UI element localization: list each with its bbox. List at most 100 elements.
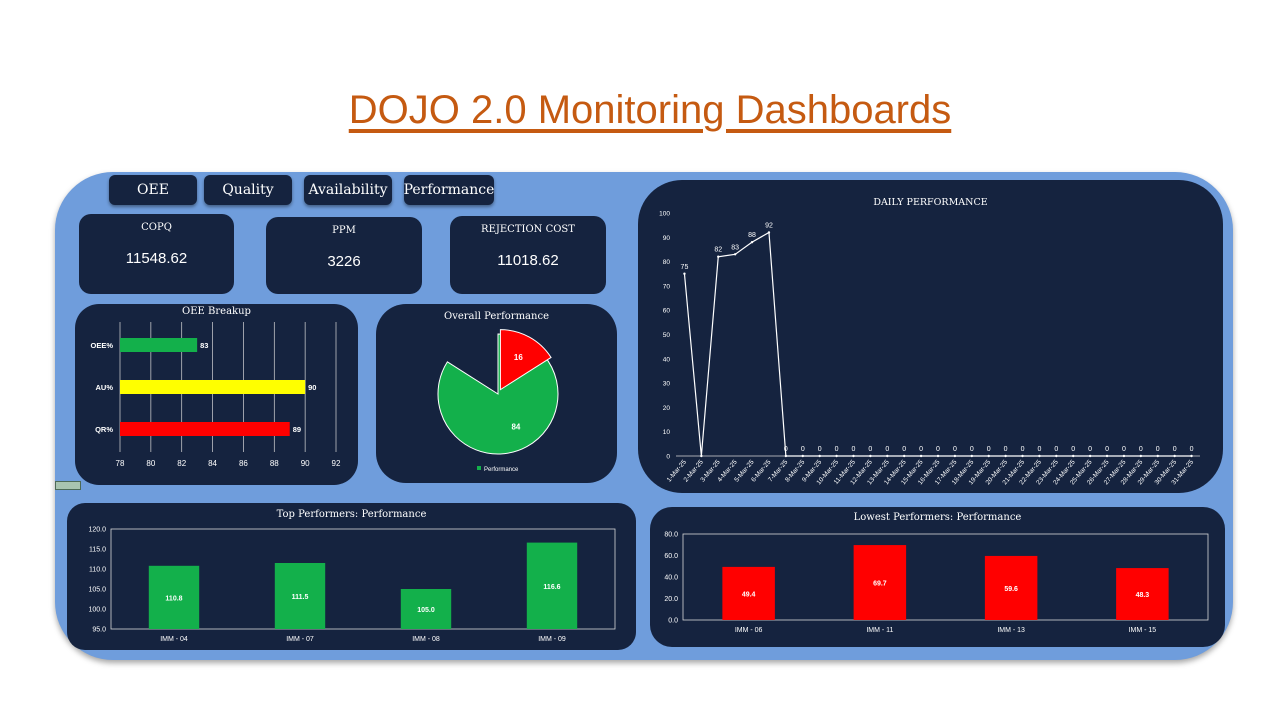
data-label: 75: [681, 264, 689, 271]
tab-availability[interactable]: Availability: [304, 175, 392, 205]
data-point: [902, 454, 906, 458]
resize-handle[interactable]: [55, 481, 81, 490]
slice-label: 16: [514, 353, 523, 362]
daily-performance-panel: DAILY PERFORMANCE 0 10 20 30 40 50 60 70 80 90 100…: [638, 180, 1223, 493]
data-point: [717, 255, 720, 258]
data-point: [750, 240, 754, 244]
x-category-label: IMM - 15: [1129, 627, 1157, 634]
data-point: [1173, 454, 1176, 458]
data-point: [970, 454, 974, 458]
chart-title: Top Performers: Performance: [276, 509, 427, 520]
data-label: 0: [1173, 446, 1177, 453]
data-point: [1139, 454, 1143, 458]
data-label: 0: [1122, 446, 1126, 453]
data-label: 90: [308, 383, 316, 392]
data-label: 0: [852, 446, 856, 453]
data-point: [1055, 454, 1058, 458]
oee-breakup-panel: OEE Breakup 78 80 82 84 86 88 90 92 OEE% 83 AU% 90 Q…: [75, 304, 358, 485]
kpi-card-copq: COPQ 11548.62: [79, 214, 234, 294]
chart-title: Lowest Performers: Performance: [853, 512, 1022, 523]
bar: [148, 565, 200, 629]
page-title: DOJO 2.0 Monitoring Dashboards: [348, 88, 952, 132]
data-point: [767, 231, 771, 234]
y-category-label: OEE%: [90, 341, 113, 350]
x-tick-label: 82: [177, 459, 186, 468]
data-point: [835, 454, 838, 458]
data-label: 0: [868, 446, 872, 453]
data-label: 0: [784, 446, 788, 453]
x-tick-label: 84: [208, 459, 217, 468]
x-category-label: IMM - 13: [997, 627, 1025, 634]
y-tick-label: 40.0: [664, 575, 678, 582]
y-tick-label: 50: [663, 332, 671, 339]
data-label: 0: [1021, 446, 1025, 453]
x-category-label: IMM - 09: [538, 636, 566, 643]
top-performers-chart: 95.0 100.0 105.0 110.0 115.0 120.0 110.8 IMM - …: [88, 527, 616, 643]
data-label: 59.6: [1004, 586, 1018, 593]
x-tick-label: 90: [301, 459, 310, 468]
x-category-label: IMM - 07: [286, 636, 314, 643]
y-tick-label: 40: [663, 356, 671, 363]
data-label: 0: [970, 446, 974, 453]
bar: [1116, 568, 1169, 620]
y-tick-label: 115.0: [89, 547, 106, 554]
y-tick-label: 20.0: [664, 596, 678, 603]
data-point: [1038, 454, 1041, 458]
data-point: [869, 454, 872, 458]
tab-performance[interactable]: Performance: [404, 175, 494, 205]
bar: [400, 589, 452, 629]
data-point: [683, 272, 686, 275]
y-tick-label: 110.0: [89, 567, 106, 574]
bar: [120, 338, 198, 352]
data-label: 0: [953, 446, 957, 453]
kpi-value: 11018.62: [497, 252, 559, 269]
data-label: 0: [987, 446, 991, 453]
plot-frame: [110, 528, 616, 630]
data-point: [1072, 454, 1075, 458]
kpi-label: REJECTION COST: [481, 224, 575, 235]
data-label: 0: [919, 446, 923, 453]
plot-frame: [682, 533, 1209, 621]
data-point: [936, 454, 940, 458]
lowest-performers-chart: 0.0 20.0 40.0 60.0 80.0 49.4 IMM - 06 69.7 IMM -…: [664, 532, 1209, 634]
data-label: 69.7: [873, 581, 887, 588]
data-label: 0: [818, 446, 822, 453]
data-label: 49.4: [742, 591, 756, 598]
y-tick-label: 100: [659, 211, 670, 218]
bar: [984, 555, 1038, 620]
x-category-label: IMM - 06: [735, 627, 763, 634]
data-point: [733, 253, 737, 256]
y-tick-label: 70: [663, 283, 671, 290]
pie-slice: [499, 329, 552, 391]
x-tick-label: 80: [146, 459, 155, 468]
top-performers-panel: Top Performers: Performance 95.0 100.0 105…: [67, 503, 636, 650]
x-category-label: IMM - 08: [412, 636, 440, 643]
bar: [274, 563, 326, 629]
kpi-label: COPQ: [141, 222, 172, 233]
data-label: 83: [200, 341, 208, 350]
data-label: 0: [936, 446, 940, 453]
data-label: 105.0: [417, 607, 435, 614]
data-label: 0: [1105, 446, 1109, 453]
data-label: 92: [765, 222, 773, 229]
data-label: 0: [902, 446, 906, 453]
y-tick-label: 95.0: [92, 627, 106, 634]
x-tick-label: 88: [270, 459, 279, 468]
legend-swatch: [477, 466, 481, 470]
y-tick-label: 30: [663, 381, 671, 388]
kpi-label: PPM: [332, 225, 356, 236]
data-point: [1088, 454, 1092, 458]
data-point: [1021, 454, 1024, 458]
y-tick-label: 60: [663, 308, 671, 315]
data-point: [987, 454, 990, 458]
tab-quality[interactable]: Quality: [204, 175, 292, 205]
x-category-label: IMM - 04: [160, 636, 188, 643]
chart-title: DAILY PERFORMANCE: [873, 197, 988, 208]
data-label: 0: [1139, 446, 1143, 453]
y-tick-label: 0: [666, 454, 670, 461]
y-tick-label: 80: [663, 259, 671, 266]
x-tick-label: 92: [332, 459, 341, 468]
tab-oee[interactable]: OEE: [109, 175, 197, 205]
data-label: 0: [1004, 446, 1008, 453]
data-point: [700, 454, 703, 458]
